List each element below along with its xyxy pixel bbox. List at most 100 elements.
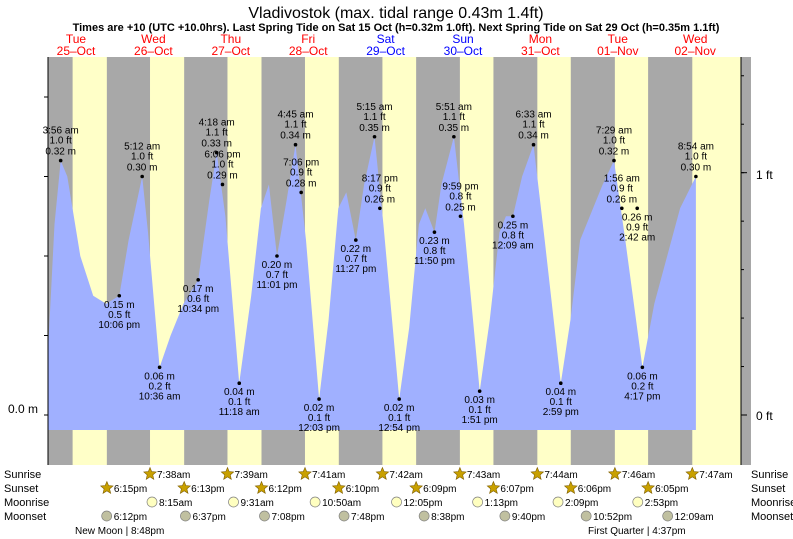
- astro-row-label-left: Sunset: [4, 483, 38, 495]
- tide-point: [214, 150, 219, 155]
- sun-star-icon: [563, 480, 578, 494]
- tide-time: 9:59 pm: [442, 181, 478, 192]
- tide-time: 4:45 am: [277, 110, 313, 121]
- tide-point: [397, 397, 402, 401]
- moonrise-time: 9:31am: [241, 498, 274, 509]
- tide-time: 11:01 pm: [256, 280, 297, 291]
- day-date: 26–Oct: [134, 44, 173, 58]
- moonrise-time: 2:53pm: [645, 498, 678, 509]
- moonset-moon-icon: [662, 510, 674, 522]
- tide-point: [372, 134, 377, 139]
- tide-ft: 0.1 ft: [308, 413, 330, 424]
- day-date: 30–Oct: [444, 44, 483, 58]
- sun-star-icon: [177, 480, 192, 494]
- sun-star-icon: [254, 480, 269, 494]
- sun-time: 6:12pm: [268, 484, 301, 495]
- tide-ft: 0.1 ft: [228, 397, 250, 408]
- tide-point: [317, 397, 321, 401]
- tide-m: 0.32 m: [45, 147, 76, 158]
- moon-phase-label: First Quarter | 4:37pm: [588, 526, 686, 537]
- tide-ft: 0.9 ft: [626, 222, 648, 233]
- y-right-label-0ft: 0 ft: [756, 409, 773, 423]
- axes: 0.0 m 1 ft 0 ft: [8, 57, 773, 465]
- day-date: 29–Oct: [366, 44, 405, 58]
- tide-time: 1:51 pm: [462, 415, 498, 426]
- tide-ft: 0.5 ft: [108, 310, 130, 321]
- moonset-time: 9:40pm: [512, 512, 545, 523]
- tide-point: [432, 230, 437, 234]
- tide-ft: 0.2 ft: [148, 381, 170, 392]
- sun-time: 7:47am: [699, 470, 732, 481]
- tide-point: [378, 206, 382, 211]
- sun-time: 7:44am: [544, 470, 577, 481]
- tide-point: [220, 182, 225, 187]
- tide-m: 0.04 m: [224, 387, 255, 398]
- tide-m: 0.34 m: [518, 131, 549, 142]
- tide-ft: 0.9 ft: [369, 183, 391, 194]
- moonset-time: 7:48pm: [351, 512, 384, 523]
- day-name: Wed: [141, 32, 165, 46]
- astro-row-label-right: Sunset: [751, 483, 785, 495]
- sun-star-icon: [530, 466, 545, 480]
- tide-time: 6:06 pm: [204, 149, 240, 160]
- moonset-time: 12:09am: [675, 512, 714, 523]
- astronomy-table: Sunrise Sunrise Sunset Sunset Moonrise Moonri…: [4, 466, 793, 537]
- day-name: Wed: [683, 32, 707, 46]
- tide-time: 7:29 am: [596, 126, 632, 137]
- astro-row-label-left: Moonset: [4, 511, 46, 523]
- sun-star-icon: [685, 466, 700, 480]
- astro-row-label-right: Moonset: [751, 511, 793, 523]
- tide-ft: 0.1 ft: [469, 405, 491, 416]
- tide-time: 12:09 am: [492, 240, 534, 251]
- sun-star-icon: [409, 480, 424, 494]
- day-date: 27–Oct: [211, 44, 250, 58]
- sun-star-icon: [331, 480, 346, 494]
- moonrise-moon-icon: [146, 496, 158, 508]
- astro-row-label-left: Moonrise: [4, 497, 49, 509]
- sun-time: 7:43am: [467, 470, 500, 481]
- tide-m: 0.06 m: [627, 371, 658, 382]
- tide-time: 10:06 pm: [98, 320, 140, 331]
- tide-ft: 1.1 ft: [363, 112, 385, 123]
- tide-time: 7:06 pm: [283, 157, 319, 168]
- sun-star-icon: [641, 480, 656, 494]
- tide-ft: 1.0 ft: [685, 152, 707, 163]
- tide-m: 0.15 m: [104, 300, 135, 311]
- tide-ft: 1.0 ft: [131, 152, 153, 163]
- day-name: Sun: [452, 32, 473, 46]
- tide-ft: 1.1 ft: [443, 112, 465, 123]
- tide-point: [612, 158, 616, 163]
- astro-row-label-right: Sunrise: [751, 469, 788, 481]
- chart-title: Vladivostok (max. tidal range 0.43m 1.4f…: [248, 5, 543, 22]
- tide-ft: 0.1 ft: [550, 397, 572, 408]
- tide-m: 0.20 m: [262, 260, 293, 271]
- sun-time: 6:07pm: [500, 484, 533, 495]
- tide-m: 0.30 m: [127, 163, 158, 174]
- moonrise-moon-icon: [472, 496, 483, 508]
- y-left-label: 0.0 m: [8, 402, 38, 416]
- day-name: Tue: [608, 32, 629, 46]
- tide-point: [354, 238, 358, 242]
- tide-point: [275, 254, 279, 258]
- chart-subtitle: Times are +10 (UTC +10.0hrs). Last Sprin…: [73, 22, 720, 34]
- tide-ft: 0.1 ft: [388, 413, 410, 424]
- day-name: Thu: [220, 32, 241, 46]
- tide-m: 0.26 m: [622, 212, 653, 223]
- moonset-time: 7:08pm: [271, 512, 304, 523]
- tide-area: [48, 136, 696, 431]
- sun-time: 6:10pm: [346, 484, 379, 495]
- moonrise-time: 8:15am: [159, 498, 192, 509]
- moonrise-moon-icon: [552, 496, 564, 508]
- tide-time: 5:12 am: [124, 142, 160, 153]
- tide-point: [293, 142, 298, 147]
- tide-point: [620, 206, 624, 211]
- sun-star-icon: [486, 480, 501, 494]
- tide-ft: 1.0 ft: [211, 159, 233, 170]
- tide-m: 0.25 m: [445, 202, 476, 213]
- tide-ft: 1.1 ft: [206, 128, 228, 139]
- tide-m: 0.30 m: [681, 163, 712, 174]
- tide-point: [196, 278, 200, 282]
- sun-time: 7:39am: [234, 470, 267, 481]
- tide-m: 0.23 m: [419, 236, 450, 247]
- tide-ft: 0.8 ft: [449, 191, 471, 202]
